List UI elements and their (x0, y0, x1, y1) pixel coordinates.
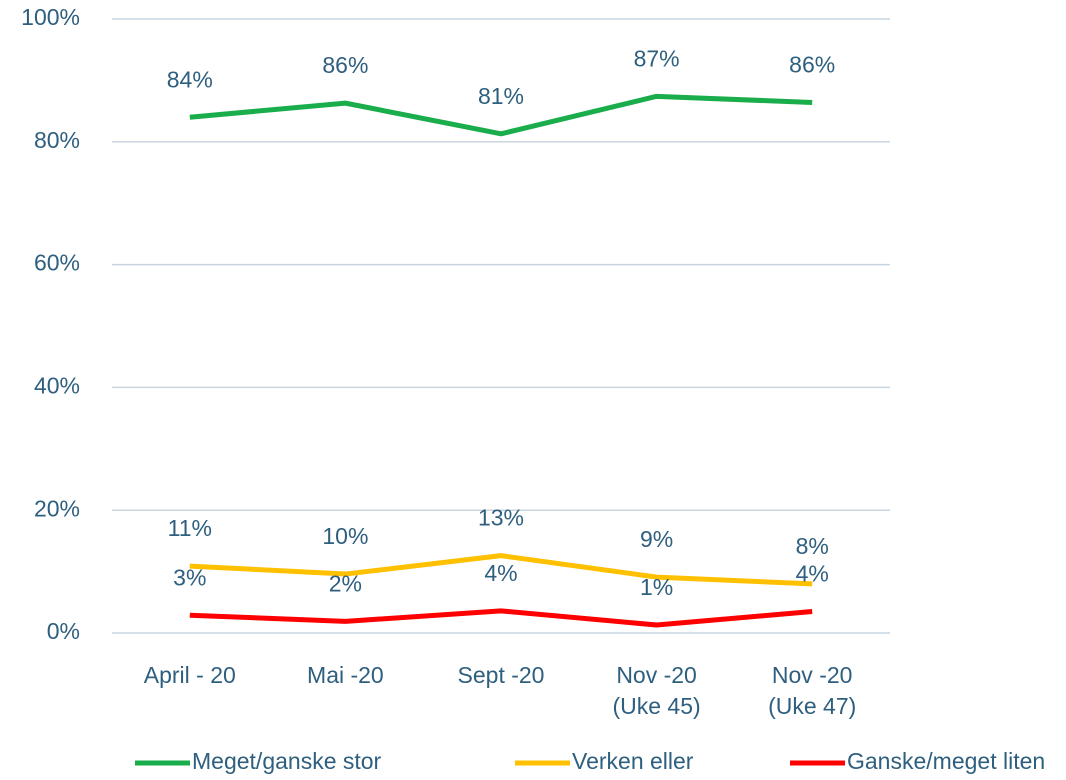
data-label: 9% (640, 526, 673, 552)
data-label: 87% (634, 45, 680, 71)
x-tick-label: Sept -20 (457, 662, 545, 688)
y-tick-label: 60% (34, 250, 80, 276)
y-tick-label: 20% (34, 495, 80, 521)
data-label: 86% (322, 52, 368, 78)
data-label: 4% (796, 561, 829, 587)
x-tick-label: Mai -20 (307, 662, 384, 688)
data-label: 86% (789, 52, 835, 78)
legend-label: Meget/ganske stor (192, 748, 382, 774)
y-tick-label: 100% (21, 4, 80, 30)
y-tick-label: 0% (47, 618, 80, 644)
data-label: 81% (478, 83, 524, 109)
series-line (189, 608, 813, 628)
data-label: 4% (484, 560, 517, 586)
x-tick-label: Nov -20 (Uke 47) (768, 662, 857, 719)
data-label: 11% (168, 515, 212, 541)
x-tick-label: Nov -20 (Uke 45) (612, 662, 701, 719)
data-label: 3% (173, 564, 206, 590)
data-label: 8% (796, 533, 829, 559)
data-label: 2% (329, 570, 362, 596)
data-label: 13% (478, 505, 524, 531)
y-tick-label: 80% (34, 127, 80, 153)
x-tick-label: April - 20 (143, 662, 236, 688)
series-line (189, 93, 813, 137)
data-label: 1% (640, 574, 673, 600)
data-label: 10% (322, 523, 368, 549)
legend-label: Ganske/meget liten (847, 748, 1045, 774)
legend-label: Verken eller (572, 748, 694, 774)
data-label: 84% (167, 66, 213, 92)
y-tick-label: 40% (34, 372, 80, 398)
series-line (189, 553, 813, 587)
